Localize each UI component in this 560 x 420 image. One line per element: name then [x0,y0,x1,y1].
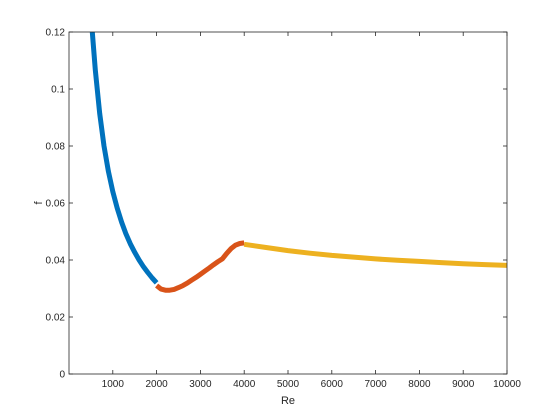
y-tick-label: 0.1 [51,85,65,96]
y-tick-label: 0 [59,370,65,381]
x-axis-label: Re [281,395,295,407]
y-tick-label: 0.12 [46,28,66,39]
y-tick-label: 0.08 [46,142,66,153]
x-tick-label: 10000 [493,379,521,390]
x-tick-label: 2000 [145,379,168,390]
plot-frame [68,31,508,375]
x-tick-label: 3000 [189,379,212,390]
y-tick-label: 0.06 [46,199,66,210]
series-layer [89,32,507,293]
x-tick-label: 6000 [321,379,344,390]
x-tick-label: 8000 [408,379,431,390]
y-tick-label: 0.02 [46,313,66,324]
ticks-layer: 1000 2000 3000 4000 5000 6000 7000 8000 9000 1000… [46,28,522,391]
x-tick-label: 5000 [277,379,300,390]
x-tick-label: 7000 [364,379,387,390]
series-line-2 [155,240,245,293]
y-tick-label: 0.04 [46,256,66,267]
x-tick-label: 4000 [233,379,256,390]
x-tick-label: 9000 [452,379,475,390]
series-line-3 [243,241,507,268]
series-line-1 [89,32,159,285]
x-tick-label: 1000 [102,379,125,390]
y-axis-label: f [33,201,45,205]
